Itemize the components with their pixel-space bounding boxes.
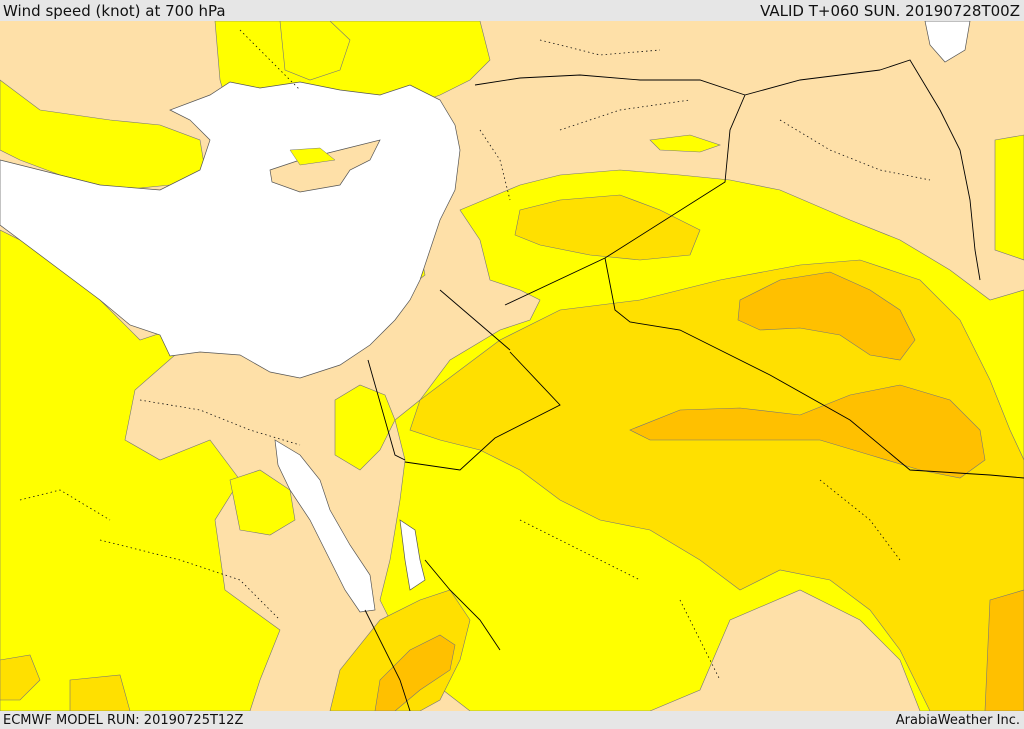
province-borders <box>19 29 931 681</box>
map-title: Wind speed (knot) at 700 hPa <box>3 2 226 20</box>
credit-label: ArabiaWeather Inc. <box>895 713 1020 728</box>
footer-bar: ECMWF MODEL RUN: 20190725T12Z ArabiaWeat… <box>0 711 1024 729</box>
wind-band-3 <box>374 271 1024 711</box>
weather-map[interactable] <box>0 21 1024 711</box>
wind-band-2 <box>0 194 1024 711</box>
model-run: ECMWF MODEL RUN: 20190725T12Z <box>3 713 244 728</box>
gulf-aqaba <box>399 519 426 591</box>
caspian-edge <box>924 21 971 63</box>
cyprus-wind-patch <box>289 147 336 166</box>
country-borders <box>364 59 1024 711</box>
valid-time: VALID T+060 SUN. 20190728T00Z <box>760 2 1020 20</box>
red-sea-gulf-suez <box>274 439 376 613</box>
header-bar: Wind speed (knot) at 700 hPa VALID T+060… <box>0 0 1024 21</box>
